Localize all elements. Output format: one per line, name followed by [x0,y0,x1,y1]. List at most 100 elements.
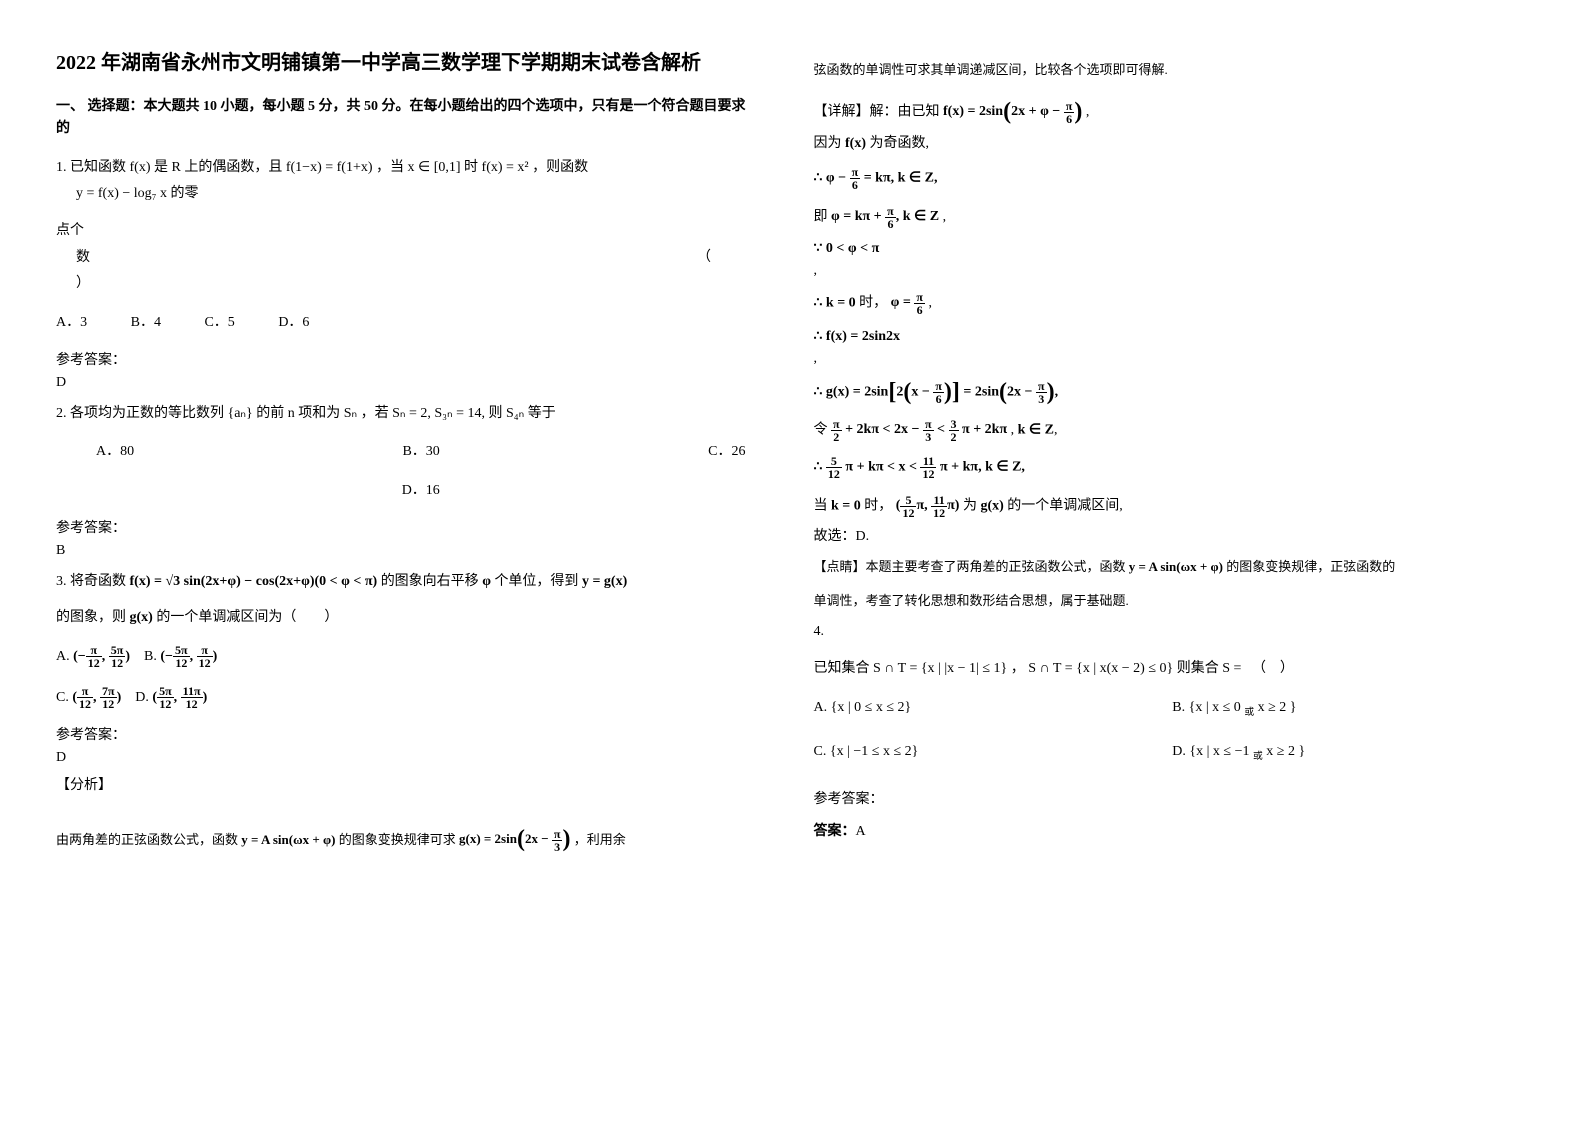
k0-line: ∴ k = 0 时， φ = π6 , [814,291,1532,316]
k0a: ∴ k = 0 [814,295,856,310]
dianjing: 【点睛】本题主要考查了两角差的正弦函数公式，函数 y = A sin(ωx + … [814,555,1532,580]
dj-a: 【点睛】本题主要考查了两角差的正弦函数公式，函数 [814,559,1126,574]
q3-anal-b: 的图象变换规律可求 [339,831,456,846]
q3-yg: y = g(x) [582,574,627,589]
q2-stem-e: 等于 [528,406,556,421]
q3-options-row1: A. (−π12, 5π12) B. (−5π12, π12) [56,642,746,673]
q3-phi: φ [482,574,491,589]
cond-line: ∵ 0 < φ < π [814,240,1532,257]
q2-opt-c: C．26 [708,437,745,468]
q1-tail: 点个 数 （ ） [56,218,746,298]
q4-stem-a: 已知集合 [814,661,870,676]
q4-opt-d: {x | x ≤ −1 或 x ≥ 2 } [1189,744,1305,759]
q1-line2: y = f(x) − log₇ x 的零 [76,181,746,208]
q1-answer-value: D [56,375,746,391]
q3-answer-value: D [56,750,746,766]
q3-stem-c: 个单位，得到 [494,574,578,589]
q2-opt-d: D．16 [402,483,440,498]
guxuan: 故选：D. [814,525,1532,545]
q3-fx: f(x) = √3 sin(2x+φ) − cos(2x+φ)(0 < φ < … [130,574,378,589]
q3-line2a: 的图象，则 [56,610,126,625]
k0b: 时， [859,295,887,310]
q4-opt-b: {x | x ≤ 0 或 x ≥ 2 } [1189,700,1297,715]
ling: 令 [814,422,828,437]
q2-stem-c: ，若 [361,406,389,421]
ji-label: 即 [814,209,828,224]
q4-set2: S ∩ T = {x | x(x − 2) ≤ 0} [1028,661,1173,676]
q3-answer-label: 参考答案： [56,724,746,744]
detail-fx: f(x) = 2sin(2x + φ − π6) [943,104,1086,119]
q1-opt-b: B．4 [131,308,161,339]
q4-answer-value: 答案：A [814,820,1532,840]
q3-opt-c-label: C. [56,690,69,705]
q2-an: {aₙ} [228,406,253,421]
q2-opt-a: A．80 [96,437,134,468]
ineq1: π2 + 2kπ < 2x − π3 < 32 π + 2kπ [831,422,1011,437]
q1-tail3: （ [697,245,711,272]
q1-tail2: 数 [76,245,90,272]
q2-Sn: Sₙ [344,406,357,421]
dj-y: y = A sin(ωx + φ) [1129,559,1223,574]
q4-opt-c-label: C. [814,744,827,759]
col2-top: 弦函数的单调性可求其单调递减区间，比较各个选项即可得解. [814,58,1532,83]
q3-opt-d-expr: (5π12, 11π12) [152,690,207,705]
q1-stem-b: 是 [154,160,168,175]
interval: (512π, 1112π) [896,498,963,513]
q4-S: S = [1222,661,1241,676]
kz1: k ∈ Z [1018,422,1054,437]
q4-stem-c: 则集合 [1177,661,1219,676]
q1-opt-a: A．3 [56,308,87,339]
q3-analysis-line: 由两角差的正弦函数公式，函数 y = A sin(ωx + φ) 的图象变换规律… [56,818,746,864]
q3-line2b: 的一个单调减区间为（ ） [156,610,338,625]
q3-stem-b: 的图象向右平移 [381,574,479,589]
q2-conds: Sₙ = 2, S₃ₙ = 14, [392,406,485,421]
q1-R: R [172,160,181,175]
dianjing-2: 单调性，考查了转化思想和数形结合思想，属于基础题. [814,589,1532,614]
gx-label: g(x) [980,498,1003,513]
q3-opt-a-expr: (−π12, 5π12) [73,649,130,664]
therefore-1: ∴ φ − π6 = kπ, k ∈ Z, [814,166,1532,191]
q2-options: A．80 B．30 C．26 D．16 [96,437,746,507]
q2-S4n: S₄ₙ [506,406,524,421]
q4-set1: S ∩ T = {x | |x − 1| ≤ 1} [873,661,1007,676]
q1-stem-c: 上的偶函数，且 [184,160,282,175]
q4-options: A. {x | 0 ≤ x ≤ 2} B. {x | x ≤ 0 或 x ≥ 2… [814,693,1532,769]
q1-stem-e: ，则函数 [532,160,588,175]
wei: 为 [963,498,977,513]
dj-b: 的图象变换规律，正弦函数的 [1226,559,1395,574]
q1-answer-label: 参考答案： [56,349,746,369]
q4-num: 4. [814,624,1532,640]
question-1: 1. 已知函数 f(x) 是 R 上的偶函数，且 f(1−x) = f(1+x)… [56,155,746,208]
q3-options-row2: C. (π12, 7π12) D. (5π12, 11π12) [56,683,746,714]
q4-stem-b: ， [1011,661,1025,676]
detail-label: 【详解】解：由已知 [814,104,940,119]
q2-stem-a: 2. 各项均为正数的等比数列 [56,406,224,421]
detail-line: 【详解】解：由已知 f(x) = 2sin(2x + φ − π6) , [814,99,1532,126]
q3-anal-a: 由两角差的正弦函数公式，函数 [56,831,238,846]
shi: 时， [864,498,892,513]
ling-line: 令 π2 + 2kπ < 2x − π3 < 32 π + 2kπ , k ∈ … [814,418,1532,443]
t1b: = kπ, k ∈ Z [864,170,934,185]
q3-anal-tail: ，利用余 [574,831,626,846]
q3-opt-c-expr: (π12, 7π12) [72,690,121,705]
fx2-line: ∴ f(x) = 2sin2x [814,328,1532,345]
odd-fx: f(x) [845,136,866,151]
q3-stem-a: 3. 将奇函数 [56,574,126,589]
q2-stem-d: 则 [489,406,503,421]
q1-stem-a: 1. 已知函数 [56,160,126,175]
q1-tail4: ） [76,271,746,298]
q2-stem-b: 的前 n 项和为 [256,406,340,421]
q3-gx: g(x) [130,610,153,625]
q4-opt-a-label: A. [814,700,828,715]
q3-opt-b-label: B. [144,649,157,664]
dang-line: 当 k = 0 时， (512π, 1112π) 为 g(x) 的一个单调减区间… [814,494,1532,519]
q4-opt-d-label: D. [1172,744,1186,759]
q1-eq1: f(1−x) = f(1+x) [286,160,373,175]
page-title: 2022 年湖南省永州市文明铺镇第一中学高三数学理下学期期末试卷含解析 [56,48,746,78]
q3-opt-b-expr: (−5π12, π12) [160,649,217,664]
odd-line: 因为 f(x) 为奇函数, [814,132,1532,152]
q3-anal-y: y = A sin(ωx + φ) [241,831,335,846]
q3-line2: 的图象，则 g(x) 的一个单调减区间为（ ） [56,605,746,632]
gx-line: ∴ g(x) = 2sin[2(x − π6)] = 2sin(2x − π3)… [814,379,1532,406]
q1-opt-c: C．5 [204,308,234,339]
